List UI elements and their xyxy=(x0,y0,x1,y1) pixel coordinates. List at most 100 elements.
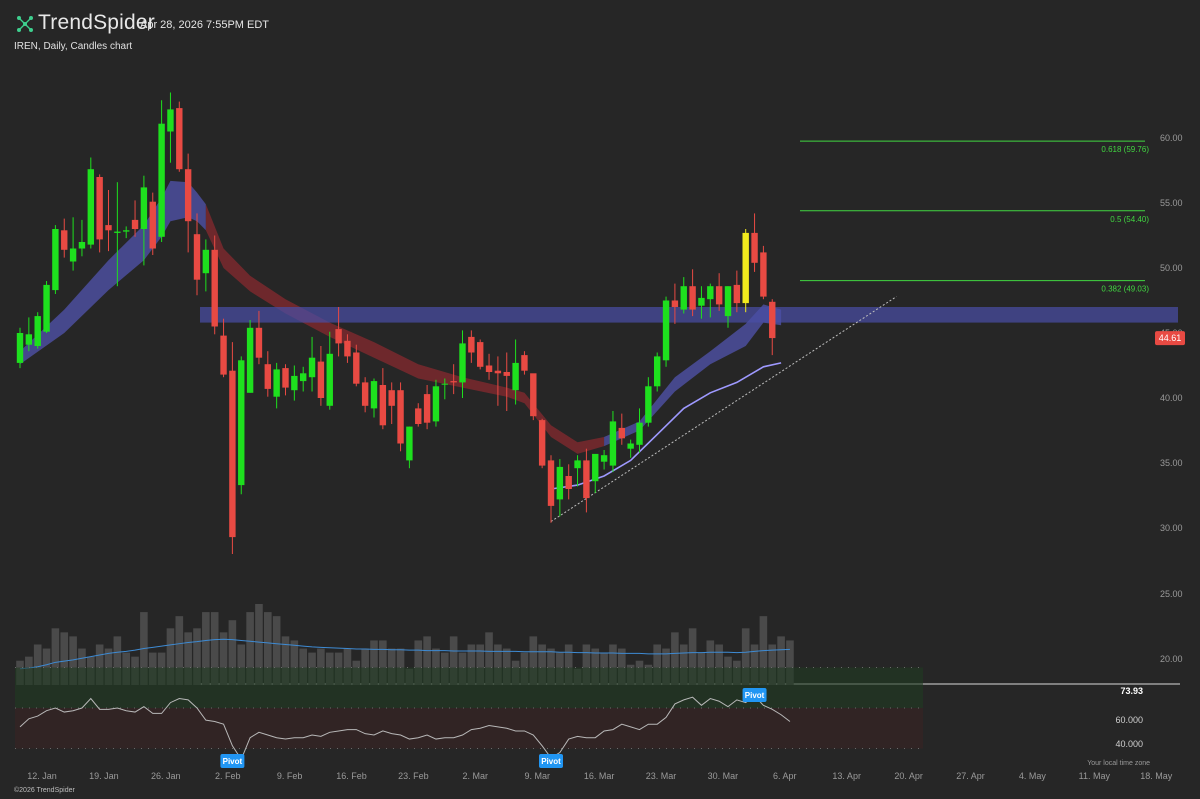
trendline-layer[interactable] xyxy=(550,296,897,522)
volume-bar xyxy=(113,636,122,685)
candle xyxy=(193,213,201,296)
candle xyxy=(229,342,236,554)
candle-body xyxy=(459,343,466,383)
fibonacci-layer[interactable]: 0.618 (59.76) 0.5 (54.40) 0.382 (49.03) xyxy=(800,140,1149,294)
candle xyxy=(423,385,431,430)
candle xyxy=(724,286,732,328)
volume-bar xyxy=(370,640,378,685)
candle-body xyxy=(246,327,254,393)
candle-body xyxy=(264,364,271,389)
oscillator-tick-label: 40.000 xyxy=(1115,739,1143,749)
candle-body xyxy=(671,300,679,307)
oscillator-pane[interactable]: 60.000 40.000 73.93 Your local time zone Piv… xyxy=(15,667,1150,769)
volume-bar xyxy=(564,644,573,685)
candle xyxy=(52,225,59,294)
time-tick-label: 16. Feb xyxy=(336,771,367,781)
time-tick-label: 13. Apr xyxy=(832,771,861,781)
candle-body xyxy=(140,187,148,229)
volume-bar xyxy=(688,628,697,685)
candle-body xyxy=(114,231,121,233)
candles-layer[interactable] xyxy=(16,92,776,555)
candle-body xyxy=(335,329,342,344)
volume-bar xyxy=(78,648,86,685)
candle-body xyxy=(742,232,749,304)
candle-body xyxy=(645,386,652,423)
ema-band-bull xyxy=(604,304,782,447)
candle xyxy=(698,286,705,319)
volume-bar xyxy=(706,640,715,685)
candle-body xyxy=(450,381,457,383)
candle xyxy=(769,299,776,356)
price-axis[interactable]: 20.0025.0030.0035.0040.0045.0050.0055.00… xyxy=(1155,133,1185,664)
candle xyxy=(202,239,210,292)
candle-body xyxy=(25,334,33,345)
trendspider-logo-icon xyxy=(17,16,33,32)
candle-body xyxy=(193,234,201,280)
candle xyxy=(255,310,263,365)
volume-bar xyxy=(175,616,184,685)
volume-bar xyxy=(42,648,51,685)
time-axis[interactable]: 12. Jan 19. Jan 26. Jan 2. Feb 9. Feb 16. Feb… xyxy=(27,771,1200,781)
oscillator-line xyxy=(19,695,791,761)
candle-body xyxy=(751,232,758,263)
candle xyxy=(512,339,519,405)
candle-body xyxy=(229,370,236,538)
candle xyxy=(530,373,537,421)
pivot-marker xyxy=(539,754,563,768)
candle-body xyxy=(715,286,723,305)
volume-bar xyxy=(343,648,352,685)
resistance-zone-layer[interactable] xyxy=(200,307,1178,323)
candle xyxy=(547,455,555,523)
candle-body xyxy=(69,248,77,262)
candle xyxy=(450,364,457,395)
candle xyxy=(211,235,218,335)
candle-body xyxy=(689,286,696,310)
candle xyxy=(645,377,652,427)
candle xyxy=(167,92,174,163)
volume-bar xyxy=(476,644,484,685)
volume-average-line xyxy=(19,638,790,670)
volume-bar xyxy=(202,612,210,685)
candle xyxy=(114,182,121,287)
candle-body xyxy=(87,169,94,245)
candle-body xyxy=(538,420,546,466)
candle xyxy=(158,100,165,242)
ema-band-bear xyxy=(205,204,605,454)
chart-subtitle: IREN, Daily, Candles chart xyxy=(14,41,133,52)
candle-body xyxy=(530,373,537,417)
candle-body xyxy=(441,383,448,385)
volume-bar xyxy=(219,632,228,685)
candle-body xyxy=(769,301,776,339)
volume-bar xyxy=(679,644,688,685)
price-tick-label: 20.00 xyxy=(1160,654,1183,664)
volume-bar xyxy=(432,648,440,685)
candle xyxy=(592,453,599,493)
volume-bar xyxy=(264,612,272,685)
time-tick-label: 16. Mar xyxy=(584,771,615,781)
candle-body xyxy=(158,123,165,237)
copyright-text: ©2026 TrendSpider xyxy=(14,787,75,794)
volume-bar xyxy=(246,612,254,685)
volume-bar xyxy=(538,644,546,685)
price-tick-label: 30.00 xyxy=(1160,523,1183,533)
candle xyxy=(397,382,404,452)
candle-body xyxy=(432,386,440,422)
candle-body xyxy=(282,368,289,388)
volume-bar xyxy=(671,632,679,685)
volume-bar xyxy=(184,632,192,685)
candle xyxy=(379,368,387,430)
candle-body xyxy=(96,177,103,240)
candle-body xyxy=(468,336,475,353)
moving-average-layer xyxy=(550,362,782,490)
volume-bar xyxy=(387,648,396,685)
candle xyxy=(344,334,351,363)
candle-body xyxy=(760,252,767,297)
candle xyxy=(609,411,617,473)
candle-body xyxy=(583,460,590,499)
volume-bar xyxy=(33,644,42,685)
candle xyxy=(317,346,325,406)
candle xyxy=(105,190,112,252)
candle-body xyxy=(556,466,564,500)
time-tick-label: 30. Mar xyxy=(708,771,739,781)
